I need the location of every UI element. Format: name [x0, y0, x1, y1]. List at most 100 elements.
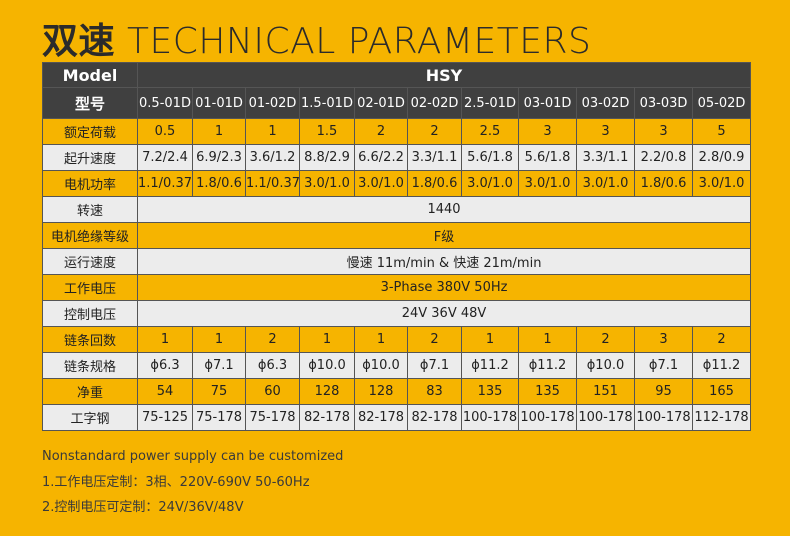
cell: 3.3/1.1 [407, 144, 462, 171]
cell: 100-178 [576, 404, 635, 431]
cell: ϕ7.1 [407, 352, 462, 379]
cell: 慢速 11m/min & 快速 21m/min [136, 248, 752, 275]
cell: ϕ11.2 [461, 352, 519, 379]
cell: 1.8/0.6 [634, 170, 693, 197]
table-row: 转速 1440 [42, 196, 752, 223]
cell: 1 [245, 118, 300, 145]
cell: 3-Phase 380V 50Hz [136, 274, 752, 301]
cell: 165 [691, 378, 752, 405]
table-row: 链条规格 ϕ6.3 ϕ7.1 ϕ6.3 ϕ10.0 ϕ10.0 ϕ7.1 ϕ11.2 ϕ11.2… [42, 352, 752, 379]
model-code: 05-02D [691, 87, 752, 119]
cell: ϕ6.3 [137, 352, 193, 379]
cell: 3.0/1.0 [354, 170, 408, 197]
cell: ϕ7.1 [634, 352, 693, 379]
cell: 2.8/0.9 [691, 144, 752, 171]
row-label: 净重 [42, 378, 138, 405]
row-label: 工字钢 [42, 404, 138, 431]
cell: 1 [192, 326, 246, 353]
note: 1.工作电压定制：3相、220V-690V 50-60Hz [42, 474, 310, 490]
row-label: 电机功率 [42, 170, 138, 197]
cell: 1.1/0.37 [137, 170, 193, 197]
cell: 95 [634, 378, 693, 405]
model-code: 03-03D [634, 87, 693, 119]
cell: 1 [299, 326, 355, 353]
cell: 5.6/1.8 [461, 144, 519, 171]
cell: 54 [137, 378, 193, 405]
cell: ϕ10.0 [299, 352, 355, 379]
model-code: 01-01D [192, 87, 246, 119]
cell: 3.0/1.0 [461, 170, 519, 197]
cell: 3.6/1.2 [245, 144, 300, 171]
model-code: 1.5-01D [299, 87, 355, 119]
model-code: 0.5-01D [137, 87, 193, 119]
header-row: 型号 0.5-01D 01-01D 01-02D 1.5-01D 02-01D 02-02D… [42, 87, 752, 119]
cell: 1 [192, 118, 246, 145]
model-code: 03-02D [576, 87, 635, 119]
cell: 128 [354, 378, 408, 405]
table-row: 控制电压 24V 36V 48V [42, 300, 752, 327]
cell: 135 [518, 378, 577, 405]
table-row: 工字钢 75-125 75-178 75-178 82-178 82-178 82-178 1… [42, 404, 752, 431]
model-code: 03-01D [518, 87, 577, 119]
cell: 3 [518, 118, 577, 145]
row-label: 运行速度 [42, 248, 138, 275]
cell: 1 [137, 326, 193, 353]
cell: ϕ10.0 [354, 352, 408, 379]
cell: 1 [354, 326, 408, 353]
cell: F级 [136, 222, 752, 249]
cell: 3.0/1.0 [518, 170, 577, 197]
row-label: 链条规格 [42, 352, 138, 379]
cell: 75-178 [245, 404, 300, 431]
cell: 24V 36V 48V [136, 300, 752, 327]
cell: 75 [192, 378, 246, 405]
cell: 1 [518, 326, 577, 353]
model-code: 02-01D [354, 87, 408, 119]
cell: 3 [634, 326, 693, 353]
cell: 2.2/0.8 [634, 144, 693, 171]
row-label: 控制电压 [42, 300, 138, 327]
cell: 7.2/2.4 [137, 144, 193, 171]
cell: 2 [354, 118, 408, 145]
cell: 60 [245, 378, 300, 405]
cell: 1 [461, 326, 519, 353]
cell: 6.6/2.2 [354, 144, 408, 171]
title-en: TECHNICAL PARAMETERS [126, 21, 592, 62]
table-row: 电机功率 1.1/0.37 1.8/0.6 1.1/0.37 3.0/1.0 3.0/1.… [42, 170, 752, 197]
cell: 1.5 [299, 118, 355, 145]
series-name: HSY [136, 62, 752, 88]
cell: 2 [407, 118, 462, 145]
cell: 2 [691, 326, 752, 353]
cell: 1.8/0.6 [192, 170, 246, 197]
row-label: 工作电压 [42, 274, 138, 301]
model-code: 2.5-01D [461, 87, 519, 119]
cell: 3.0/1.0 [299, 170, 355, 197]
cell: 112-178 [691, 404, 752, 431]
cell: 100-178 [518, 404, 577, 431]
model-code: 02-02D [407, 87, 462, 119]
title: 双速 TECHNICAL PARAMETERS [42, 12, 591, 64]
table-row: 额定荷载 0.5 1 1 1.5 2 2 2.5 3 3 3 5 [42, 118, 752, 145]
parameter-table: Model HSY 型号 0.5-01D 01-01D 01-02D 1.5-01D 02-0… [42, 62, 752, 431]
cell: ϕ11.2 [691, 352, 752, 379]
cell: 2 [407, 326, 462, 353]
code-label: 型号 [42, 87, 138, 119]
cell: 82-178 [407, 404, 462, 431]
cell: 1.1/0.37 [245, 170, 300, 197]
table-row: 运行速度 慢速 11m/min & 快速 21m/min [42, 248, 752, 275]
cell: 75-125 [137, 404, 193, 431]
cell: 128 [299, 378, 355, 405]
note: 2.控制电压可定制：24V/36V/48V [42, 500, 244, 515]
cell: 6.9/2.3 [192, 144, 246, 171]
header-row: Model HSY [42, 62, 752, 88]
cell: 5.6/1.8 [518, 144, 577, 171]
cell: 3.0/1.0 [691, 170, 752, 197]
cell: 2 [576, 326, 635, 353]
table-row: 链条回数 1 1 2 1 1 2 1 1 2 3 2 [42, 326, 752, 353]
cell: 135 [461, 378, 519, 405]
cell: ϕ11.2 [518, 352, 577, 379]
cell: 83 [407, 378, 462, 405]
row-label: 额定荷载 [42, 118, 138, 145]
table-row: 工作电压 3-Phase 380V 50Hz [42, 274, 752, 301]
cell: 1440 [136, 196, 752, 223]
